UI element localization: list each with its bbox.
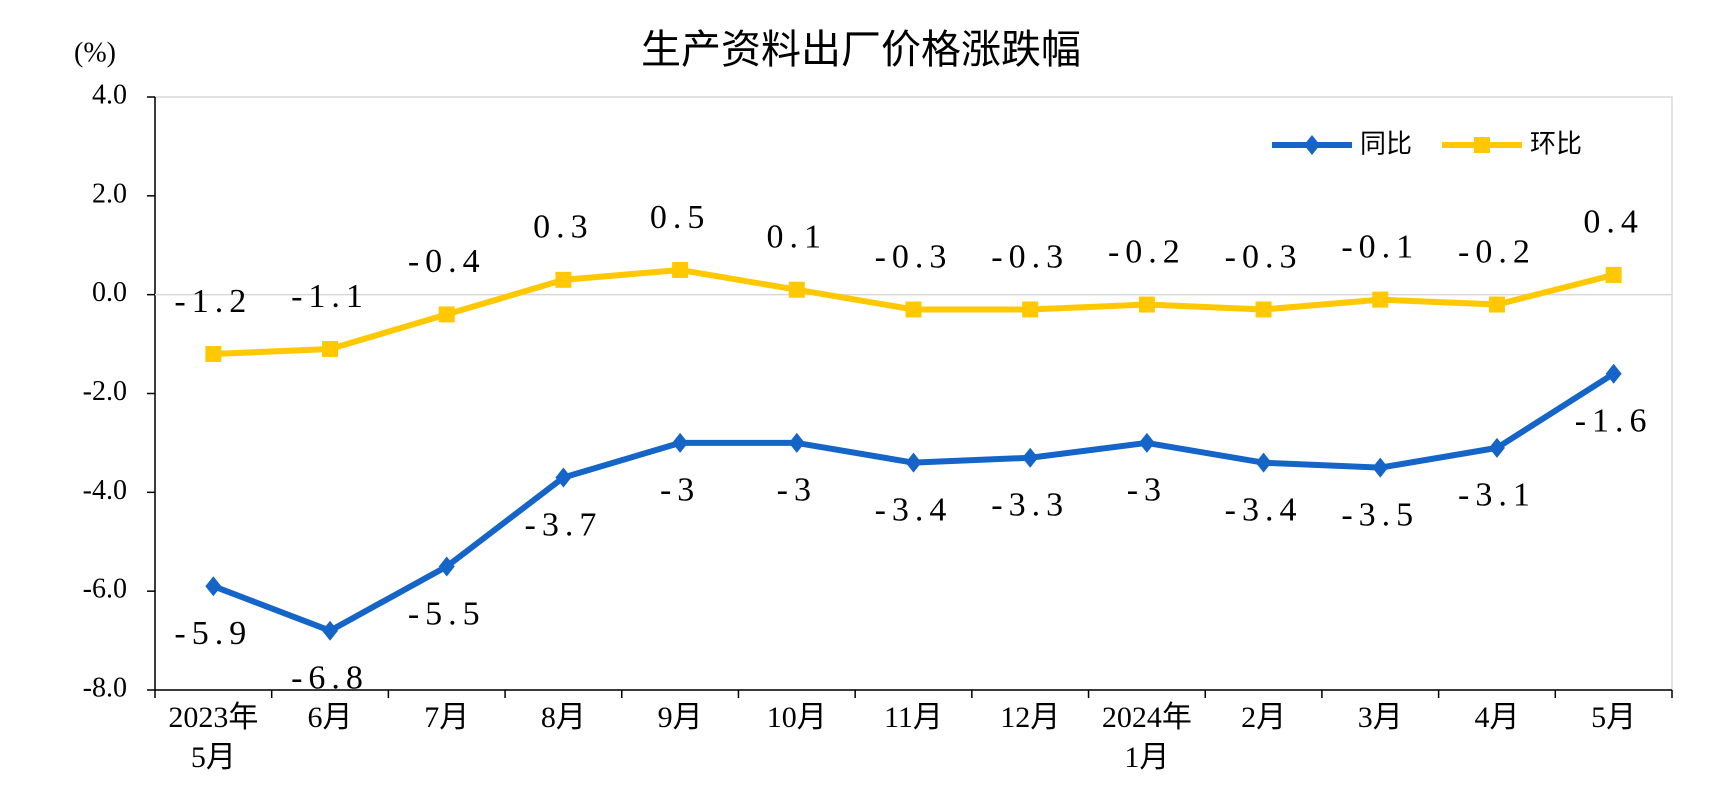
marker	[1474, 137, 1490, 153]
x-tick-label: 2024年 1月	[1101, 701, 1192, 774]
data-label: -1.6	[1575, 403, 1653, 440]
x-tick-label: 9月	[657, 701, 703, 734]
marker	[1138, 296, 1155, 313]
x-tick-label: 12月	[1000, 701, 1061, 734]
legend-label: 同比	[1360, 130, 1412, 160]
marker	[1022, 301, 1039, 318]
y-unit: (%)	[74, 37, 116, 68]
marker	[555, 271, 572, 288]
marker	[1022, 447, 1039, 468]
data-label: -0.3	[991, 238, 1069, 275]
marker	[788, 281, 805, 298]
data-label: -5.9	[174, 615, 252, 652]
marker	[322, 341, 339, 358]
data-label: 0.3	[533, 209, 594, 246]
marker	[1605, 266, 1622, 283]
marker	[905, 301, 922, 318]
data-label: -3.1	[1458, 477, 1536, 514]
x-tick-label: 7月	[424, 701, 470, 734]
marker	[1255, 301, 1272, 318]
marker	[1255, 452, 1272, 473]
marker	[1605, 363, 1622, 384]
data-label: -1.1	[291, 278, 369, 315]
marker	[438, 556, 455, 577]
data-label: -3	[660, 472, 700, 509]
y-tick-label: -4.0	[83, 475, 127, 506]
marker	[1488, 437, 1505, 458]
chart-title: 生产资料出厂价格涨跌幅	[641, 27, 1081, 73]
x-tick-label: 2023年 5月	[168, 701, 259, 774]
marker	[672, 261, 689, 278]
x-tick-label: 10月	[766, 701, 827, 734]
data-label: -3.7	[525, 506, 603, 543]
data-label: 0.4	[1583, 204, 1644, 241]
data-label: -0.4	[408, 243, 486, 280]
data-label: -3	[1127, 472, 1167, 509]
data-label: -0.1	[1341, 228, 1419, 265]
y-tick-label: 4.0	[92, 79, 127, 110]
marker	[672, 432, 689, 453]
data-label: -6.8	[291, 659, 369, 696]
data-label: -0.3	[1225, 238, 1303, 275]
data-label: -1.2	[174, 283, 252, 320]
legend-label: 环比	[1530, 130, 1582, 160]
data-label: -3.4	[1225, 491, 1303, 528]
data-label: -5.5	[408, 595, 486, 632]
x-tick-label: 2月	[1241, 701, 1287, 734]
y-tick-label: -6.0	[83, 574, 127, 605]
marker	[1304, 135, 1320, 155]
y-tick-label: -2.0	[83, 376, 127, 407]
data-label: -0.3	[875, 238, 953, 275]
x-tick-label: 4月	[1474, 701, 1520, 734]
data-label: -3.5	[1341, 496, 1419, 533]
data-label: -3.4	[875, 491, 953, 528]
x-tick-label: 5月	[1591, 701, 1637, 734]
marker	[1372, 457, 1389, 478]
marker	[1138, 432, 1155, 453]
marker	[322, 620, 339, 641]
x-tick-label: 11月	[884, 701, 943, 734]
marker	[205, 576, 222, 597]
y-tick-label: 2.0	[92, 178, 127, 209]
y-tick-label: 0.0	[92, 277, 127, 308]
marker	[555, 467, 572, 488]
x-tick-label: 6月	[307, 701, 353, 734]
data-label: 0.5	[650, 199, 711, 236]
x-tick-label: 8月	[540, 701, 586, 734]
data-label: -0.2	[1458, 233, 1536, 270]
data-label: 0.1	[767, 219, 828, 256]
x-tick-label: 3月	[1357, 701, 1403, 734]
marker	[788, 432, 805, 453]
data-label: -3.3	[991, 487, 1069, 524]
marker	[905, 452, 922, 473]
marker	[205, 345, 222, 362]
data-label: -0.2	[1108, 233, 1186, 270]
y-tick-label: -8.0	[83, 672, 127, 703]
data-label: -3	[777, 472, 817, 509]
marker	[1372, 291, 1389, 308]
marker	[438, 306, 455, 323]
marker	[1488, 296, 1505, 313]
